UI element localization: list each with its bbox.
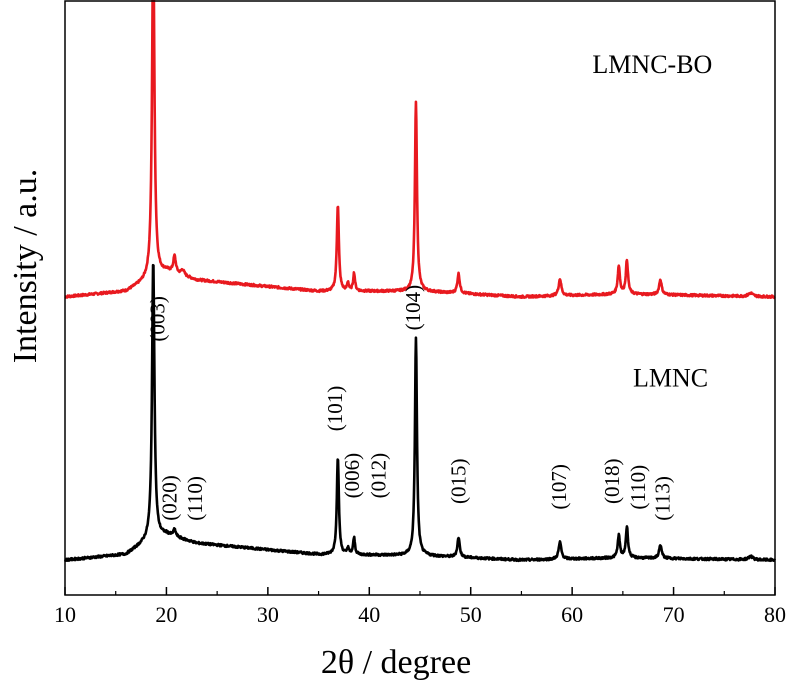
peak-label-11: (113)	[651, 476, 675, 521]
peak-label-3: (101)	[323, 386, 347, 432]
peak-label-1: (020)	[158, 475, 182, 521]
series-label-lmnc-bo: LMNC-BO	[592, 50, 712, 79]
series-line-lmnc	[63, 263, 777, 563]
peak-label-10: (110)	[626, 465, 650, 510]
x-tick-label-80: 80	[764, 602, 786, 627]
x-tick-label-20: 20	[155, 602, 177, 627]
peak-label-9: (018)	[600, 459, 624, 505]
ticks-layer: 10 20 30 40 50 60 70 80	[54, 587, 786, 627]
peak-label-4: (006)	[340, 453, 364, 499]
series-label-lmnc: LMNC	[633, 363, 708, 392]
x-tick-label-70: 70	[663, 602, 685, 627]
y-axis-title: Intensity / a.u.	[7, 169, 44, 364]
x-tick-label-60: 60	[561, 602, 583, 627]
peak-label-0: (003)	[145, 296, 169, 342]
peak-label-7: (015)	[447, 459, 471, 505]
x-tick-label-40: 40	[358, 602, 380, 627]
x-tick-label-50: 50	[460, 602, 482, 627]
series-line-lmnc-bo	[64, 0, 776, 300]
peak-label-8: (107)	[547, 464, 571, 510]
peak-label-5: (012)	[367, 453, 391, 499]
peak-label-6: (104)	[401, 285, 425, 331]
peak-label-2: (110)	[183, 476, 207, 521]
series-layer	[63, 0, 777, 563]
x-axis-title: 2θ / degree	[321, 644, 471, 681]
x-tick-label-30: 30	[257, 602, 279, 627]
x-tick-label-10: 10	[54, 602, 76, 627]
